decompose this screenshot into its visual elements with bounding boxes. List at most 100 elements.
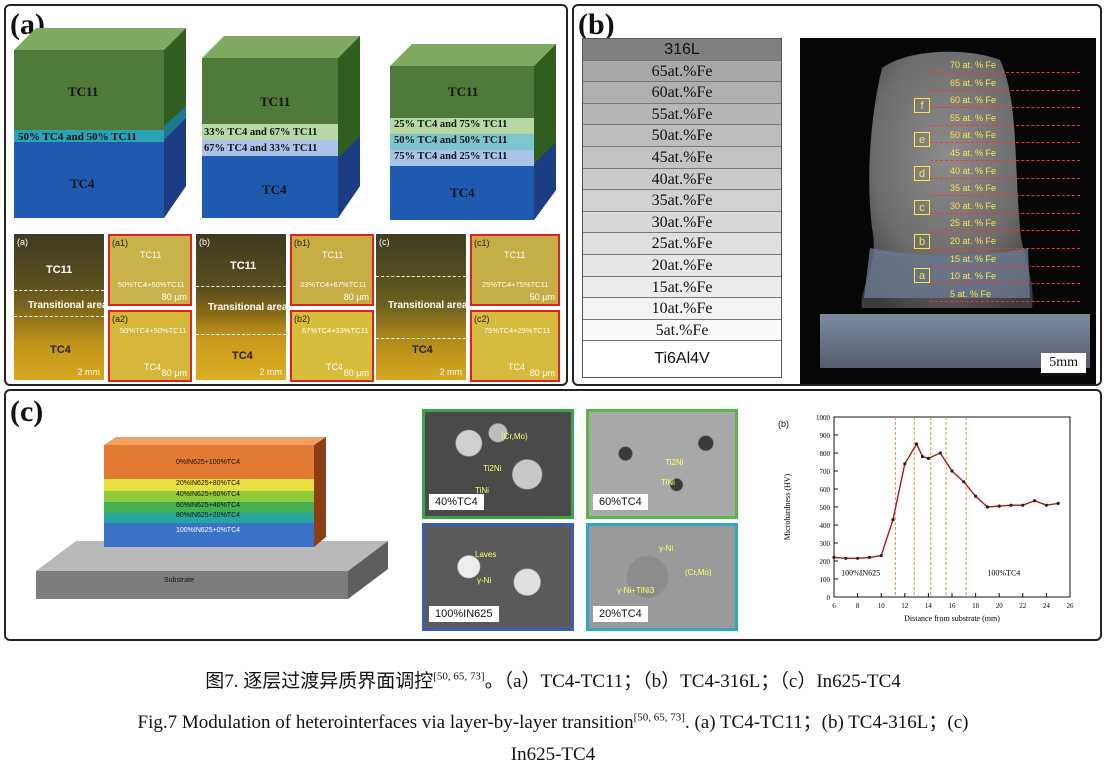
data-point	[920, 455, 925, 459]
data-point	[1009, 503, 1013, 507]
photo-layer-line	[930, 248, 1080, 249]
stack-row: 15at.%Fe	[583, 276, 781, 299]
caption-cn-rest: 。（a）TC4-TC11；（b）TC4-316L；（c）In625-TC4	[484, 671, 901, 692]
sem-20tc4-tag: 20%TC4	[593, 606, 648, 622]
block-3-top-label: TC11	[448, 84, 479, 99]
sem-100in625-label-0: Laves	[475, 550, 497, 559]
caption-en-refs: [50, 65, 73]	[633, 711, 685, 724]
y-tick-label: 400	[820, 522, 831, 530]
stack-row: Ti6Al4V	[583, 341, 781, 378]
micrograph-c-bottom: TC4	[412, 344, 433, 356]
photo-layer-line	[930, 212, 1080, 214]
chart-tag: (b)	[778, 419, 789, 429]
sem-100in625-tag: 100%IN625	[429, 606, 499, 622]
photo-scale: 5mm	[1041, 353, 1086, 376]
block-2-mid-label-2: 67% TC4 and 33% TC11	[204, 143, 318, 154]
sem-60tc4: Ti2Ni TiNi 60%TC4	[586, 409, 738, 519]
photo-layer-line	[930, 195, 1080, 197]
micrograph-c1-scale: 50 μm	[529, 292, 555, 302]
micrograph-a1-scale: 80 μm	[161, 292, 187, 302]
x-tick-label: 26	[1067, 602, 1075, 610]
x-tick-label: 6	[832, 602, 836, 610]
block-1-top-label: TC11	[68, 84, 99, 99]
photo-layer-line	[930, 177, 1080, 179]
photo-layer-line	[930, 160, 1080, 161]
data-point	[844, 556, 848, 560]
micrograph-c1-tag: (c1)	[474, 238, 490, 248]
sem-60tc4-label-0: Ti2Ni	[665, 458, 684, 467]
photo-region-box: d	[914, 166, 930, 181]
x-tick-label: 20	[996, 602, 1004, 610]
x-tick-label: 12	[901, 602, 909, 610]
photo-layer-label: 55 at. % Fe	[950, 112, 997, 123]
data-point	[1044, 503, 1048, 507]
micrograph-c2-t1: 75%TC4+25%TC11	[484, 326, 551, 335]
block-3-mid-label-1: 25% TC4 and 75% TC11	[394, 119, 508, 130]
stack-row: 5at.%Fe	[583, 319, 781, 342]
data-point	[856, 556, 860, 560]
micrograph-c1: (c1) TC11 25%TC4+75%TC11 50 μm	[470, 234, 560, 306]
y-tick-label: 200	[820, 558, 831, 566]
sem-40tc4-label-1: Ti2Ni	[483, 464, 502, 473]
micrograph-b2-t1: 67%TC4+33%TC11	[302, 326, 369, 335]
micrograph-b2-tag: (b2)	[294, 314, 311, 324]
data-point	[950, 469, 954, 473]
sem-40tc4: (Cr,Mo) Ti2Ni TiNi 40%TC4	[422, 409, 574, 519]
y-tick-label: 600	[820, 486, 831, 494]
micrograph-b1-scale: 80 μm	[343, 292, 369, 302]
layer-label-3: 60%IN625+40%TC4	[176, 502, 241, 509]
y-tick-label: 300	[820, 540, 831, 548]
stack-row: 40at.%Fe	[583, 168, 781, 191]
micrograph-c-tag: (c)	[379, 237, 390, 247]
micrograph-b: (b) TC11 Transitional area TC4 2 mm	[196, 234, 287, 380]
substrate-label: Substrate	[164, 577, 194, 584]
photo-layer-label: 45 at. % Fe	[950, 148, 997, 158]
photo-layer-line	[930, 230, 1080, 232]
data-point	[832, 555, 836, 559]
panel-c-label: (c)	[10, 395, 44, 428]
block-2	[202, 36, 360, 218]
photo-layer-label: 60 at. % Fe	[950, 95, 997, 106]
photo-layer-line	[930, 72, 1080, 73]
data-point	[1021, 503, 1025, 507]
stack-row: 30at.%Fe	[583, 211, 781, 234]
photo-layer-label: 40 at. % Fe	[950, 165, 997, 176]
data-point	[879, 554, 883, 558]
micrograph-a-bottom: TC4	[50, 344, 71, 356]
photo-layer-label: 50 at. % Fe	[950, 130, 997, 141]
annotation-in625: 100%IN625	[841, 568, 880, 577]
block-1-bottom-label: TC4	[70, 176, 95, 191]
y-tick-label: 1000	[816, 414, 831, 422]
data-point	[891, 518, 895, 522]
layer-label-0: 0%IN625+100%TC4	[176, 459, 241, 466]
sem-20tc4: γ-Ni (Cr,Mo) γ-Ni+TiNi3 20%TC4	[586, 523, 738, 631]
micrograph-b1-t2: 33%TC4+67%TC11	[300, 280, 367, 289]
microhardness-chart: 0 100 200 300 400 500 600 700 800 900 1000 6 8 10 12 14…	[783, 414, 1075, 623]
micrograph-c2: (c2) 75%TC4+25%TC11 TC4 80 μm	[470, 310, 560, 382]
data-point	[867, 555, 871, 559]
y-tick-label: 0	[827, 594, 831, 602]
annotation-tc4: 100%TC4	[987, 568, 1020, 577]
photo-layer-label: 20 at. % Fe	[950, 236, 997, 246]
stack-row: 50at.%Fe	[583, 125, 781, 147]
micrograph-b-top: TC11	[230, 260, 257, 272]
x-tick-label: 10	[878, 602, 886, 610]
caption-cn-main: 图7. 逐层过渡异质界面调控	[205, 671, 434, 692]
layer-label-1: 20%IN625+80%TC4	[176, 480, 241, 487]
micrograph-b2: (b2) 67%TC4+33%TC11 TC4 80 μm	[290, 310, 374, 382]
caption-en-rest: . (a) TC4-TC11；(b) TC4-316L；(c)	[684, 712, 969, 733]
block-3-mid-label-2: 50% TC4 and 50% TC11	[394, 135, 508, 146]
layer-stack-diagram	[36, 437, 388, 599]
block-2-mid-label-1: 33% TC4 and 67% TC11	[204, 127, 318, 138]
layer-label-5: 100%IN625+0%TC4	[176, 527, 241, 534]
micrograph-c1-t2: 25%TC4+75%TC11	[482, 280, 549, 289]
sem-40tc4-label-2: TiNi	[475, 486, 489, 495]
caption-cn: 图7. 逐层过渡异质界面调控[50, 65, 73]。（a）TC4-TC11；（…	[0, 666, 1106, 693]
panel-a: (a) TC11 50% TC4 and 50% TC11 TC4 TC11 3…	[4, 4, 568, 386]
panel-b: (b) 316L 65at.%Fe 60at.%Fe 55at.%Fe 50at.%Fe…	[572, 4, 1102, 386]
cross-section-photo: 70 at. % Fe 65 at. % Fe 60 at. % Fe 55 at. …	[800, 38, 1096, 384]
micrograph-a1: (a1) TC11 50%TC4+50%TC11 80 μm	[108, 234, 192, 306]
micrograph-a-mid: Transitional area	[28, 300, 108, 311]
block-1-mid-label: 50% TC4 and 50% TC11	[18, 131, 137, 143]
photo-layer-label: 65 at. % Fe	[950, 77, 997, 88]
